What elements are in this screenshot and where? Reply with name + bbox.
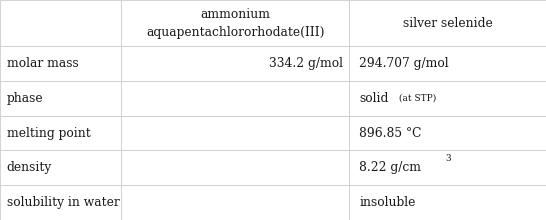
Text: 3: 3 <box>446 154 451 163</box>
Bar <box>349 150 546 185</box>
Bar <box>121 0 349 46</box>
Bar <box>349 81 546 116</box>
Text: solubility in water: solubility in water <box>7 196 120 209</box>
Text: molar mass: molar mass <box>7 57 78 70</box>
Bar <box>0 81 121 116</box>
Text: 896.85 °C: 896.85 °C <box>359 126 422 140</box>
Bar <box>349 185 546 220</box>
Text: 294.707 g/mol: 294.707 g/mol <box>359 57 449 70</box>
Text: (at STP): (at STP) <box>396 94 437 103</box>
Text: ammonium
aquapentachlororhodate(III): ammonium aquapentachlororhodate(III) <box>146 8 324 38</box>
Bar <box>121 46 349 81</box>
Bar <box>0 116 121 150</box>
Bar <box>349 116 546 150</box>
Bar <box>0 0 121 46</box>
Text: solid: solid <box>359 92 389 105</box>
Bar <box>121 116 349 150</box>
Text: silver selenide: silver selenide <box>403 16 492 30</box>
Bar <box>121 185 349 220</box>
Text: density: density <box>7 161 52 174</box>
Text: 334.2 g/mol: 334.2 g/mol <box>269 57 343 70</box>
Bar <box>0 46 121 81</box>
Text: 8.22 g/cm: 8.22 g/cm <box>359 161 422 174</box>
Bar <box>0 185 121 220</box>
Text: insoluble: insoluble <box>359 196 416 209</box>
Bar <box>121 150 349 185</box>
Bar <box>0 150 121 185</box>
Bar <box>121 81 349 116</box>
Bar <box>349 46 546 81</box>
Text: melting point: melting point <box>7 126 90 140</box>
Bar <box>349 0 546 46</box>
Text: phase: phase <box>7 92 43 105</box>
